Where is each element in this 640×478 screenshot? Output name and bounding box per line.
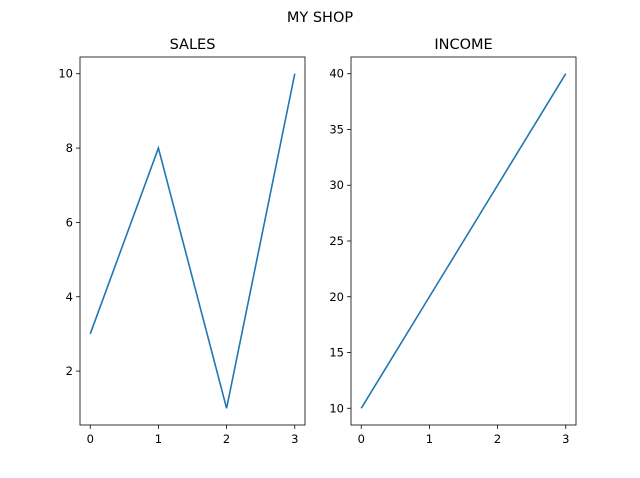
y-tick-label: 6 [66, 215, 73, 229]
axes-frame [79, 56, 306, 426]
subplot-title: INCOME [434, 37, 492, 53]
y-tick-label: 2 [66, 364, 73, 378]
y-tick-label: 4 [66, 290, 73, 304]
series-line [360, 73, 567, 409]
y-tick-label: 8 [66, 141, 73, 155]
subplot-sales: SALES 0 1 2 3 2 4 6 8 10 [58, 37, 306, 446]
y-tick-label: 10 [329, 401, 344, 415]
x-tick-label: 3 [291, 432, 298, 446]
y-tick-label: 40 [329, 67, 344, 81]
y-tick-label: 15 [329, 346, 344, 360]
subplot-income: INCOME 0 1 2 3 10 15 20 25 30 35 40 [329, 37, 577, 446]
x-tick-label: 2 [494, 432, 501, 446]
subplot-title: SALES [170, 37, 216, 53]
y-tick-label: 10 [58, 67, 73, 81]
x-tick-label: 3 [562, 432, 569, 446]
y-tick-label: 30 [329, 178, 344, 192]
y-tick-label: 25 [329, 234, 344, 248]
series-line [89, 73, 296, 409]
y-tick-label: 20 [329, 290, 344, 304]
x-tick-label: 0 [87, 432, 94, 446]
x-tick-label: 1 [155, 432, 162, 446]
x-tick-label: 0 [358, 432, 365, 446]
y-tick-label: 35 [329, 122, 344, 136]
x-tick-label: 1 [426, 432, 433, 446]
x-tick-label: 2 [223, 432, 230, 446]
figure-title: MY SHOP [287, 10, 353, 26]
